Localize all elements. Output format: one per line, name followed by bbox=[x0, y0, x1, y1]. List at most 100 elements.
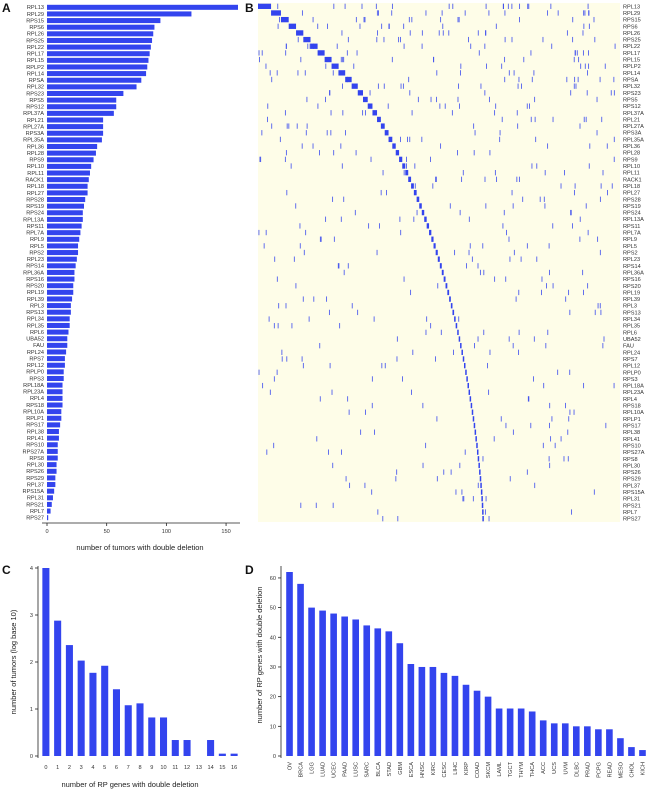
heatmap-cell bbox=[588, 63, 590, 69]
y-label-rps15a: RPS15A bbox=[23, 489, 45, 495]
y-label-rps19: RPS19 bbox=[26, 204, 44, 210]
x-tick-d-lihc: LIHC bbox=[453, 762, 459, 775]
row-label-rpl29: RPL29 bbox=[623, 11, 640, 17]
heatmap-cell bbox=[285, 150, 287, 156]
bar-rps12 bbox=[47, 104, 117, 110]
y-label-rpl26: RPL26 bbox=[27, 32, 44, 38]
heatmap-cell bbox=[305, 130, 307, 136]
heatmap-cell bbox=[382, 170, 384, 176]
heatmap-cell bbox=[543, 196, 545, 202]
x-tick-c-8: 8 bbox=[138, 765, 141, 771]
heatmap-cell bbox=[600, 183, 602, 189]
heatmap-block-rpl9 bbox=[431, 236, 434, 242]
bar-rps7 bbox=[47, 356, 65, 362]
y-label-rpl11: RPL11 bbox=[27, 171, 44, 177]
heatmap-cell bbox=[508, 70, 510, 76]
heatmap-cell bbox=[459, 103, 460, 109]
bar-rpl12 bbox=[47, 362, 65, 368]
heatmap-cell bbox=[574, 76, 576, 83]
heatmap-cell bbox=[588, 10, 590, 16]
heatmap-cell bbox=[535, 136, 537, 143]
bar-d-sarc bbox=[363, 625, 371, 756]
bar-rps3a bbox=[47, 130, 104, 136]
heatmap-cell bbox=[432, 183, 434, 189]
heatmap-block-rpl35a bbox=[388, 136, 393, 143]
row-label-rps7: RPS7 bbox=[623, 357, 638, 363]
heatmap-block-uba52 bbox=[458, 336, 461, 342]
x-tick-c-11: 11 bbox=[172, 765, 178, 771]
heatmap-cell bbox=[552, 116, 554, 123]
heatmap-cell bbox=[523, 56, 525, 63]
bar-rpl18a bbox=[47, 382, 63, 388]
row-label-rack1: RACK1 bbox=[623, 177, 642, 183]
heatmap-cell bbox=[267, 103, 269, 109]
heatmap-cell bbox=[473, 123, 475, 129]
heatmap-cell bbox=[319, 396, 321, 402]
x-tick-c-0: 0 bbox=[44, 765, 47, 771]
heatmap-cell bbox=[399, 216, 401, 222]
bar-d-thym bbox=[517, 708, 525, 756]
row-label-rpl34: RPL34 bbox=[623, 317, 640, 323]
y-label-rps26: RPS26 bbox=[26, 469, 44, 475]
heatmap-cell bbox=[459, 462, 461, 469]
x-tick-50: 50 bbox=[104, 529, 110, 535]
heatmap-cell bbox=[594, 309, 596, 316]
y-tick-d-50: 50 bbox=[270, 606, 276, 612]
heatmap-cell bbox=[477, 482, 479, 489]
bar-rps9 bbox=[47, 157, 94, 163]
heatmap-cell bbox=[371, 402, 373, 409]
heatmap-block-rps2 bbox=[435, 249, 438, 256]
heatmap-cell bbox=[376, 36, 378, 43]
heatmap-cell bbox=[482, 456, 484, 462]
heatmap-cell bbox=[507, 3, 509, 9]
bar-d-luad bbox=[319, 610, 326, 756]
heatmap-cell bbox=[408, 76, 410, 83]
heatmap-cell bbox=[284, 156, 286, 163]
heatmap-cell bbox=[502, 223, 504, 229]
y-label-rpl17: RPL17 bbox=[27, 52, 44, 58]
heatmap-cell bbox=[426, 316, 428, 322]
bar-c-2 bbox=[65, 645, 73, 756]
y-tick-d-30: 30 bbox=[270, 665, 276, 671]
bar-d-paad bbox=[341, 616, 348, 756]
x-tick-d-tgct: TGCT bbox=[508, 761, 514, 777]
heatmap-cell bbox=[519, 16, 520, 23]
heatmap-cell bbox=[565, 402, 566, 409]
row-label-rpl5: RPL5 bbox=[623, 244, 637, 250]
y-label-rpl35a: RPL35A bbox=[23, 138, 44, 144]
y-label-rps13: RPS13 bbox=[26, 310, 44, 316]
heatmap-cell bbox=[461, 176, 463, 182]
heatmap-block-rpl37a bbox=[372, 110, 378, 116]
bar-rack1 bbox=[47, 177, 89, 183]
heatmap-cell bbox=[315, 502, 317, 509]
heatmap-cell bbox=[518, 349, 520, 355]
heatmap-cell bbox=[529, 103, 530, 109]
heatmap-cell bbox=[569, 369, 571, 375]
heatmap-cell bbox=[333, 150, 335, 156]
y-label-rps15: RPS15 bbox=[26, 18, 44, 24]
bar-rps24 bbox=[47, 210, 83, 216]
heatmap-cell bbox=[277, 3, 279, 9]
heatmap-cell bbox=[284, 110, 286, 116]
heatmap-cell bbox=[548, 456, 550, 462]
row-label-rps3a: RPS3A bbox=[623, 131, 642, 137]
x-tick-d-lgg: LGG bbox=[310, 762, 316, 774]
heatmap-cell bbox=[295, 203, 297, 209]
heatmap-block-rps27a bbox=[476, 449, 479, 455]
bar-rpl10 bbox=[47, 163, 92, 169]
heatmap-cell bbox=[613, 136, 615, 143]
heatmap-cell bbox=[259, 56, 260, 63]
bar-rplp2 bbox=[47, 64, 148, 70]
heatmap-cell bbox=[486, 63, 487, 69]
bar-d-kich bbox=[639, 750, 646, 756]
heatmap-cell bbox=[436, 416, 438, 422]
heatmap-cell bbox=[271, 123, 273, 129]
heatmap-cell bbox=[422, 402, 424, 409]
bar-d-dlbc bbox=[572, 726, 580, 756]
y-label-rps25: RPS25 bbox=[26, 38, 44, 44]
heatmap-cell bbox=[359, 23, 361, 29]
heatmap-cell bbox=[398, 36, 400, 43]
heatmap-cell bbox=[261, 130, 263, 136]
row-label-rps11: RPS11 bbox=[623, 224, 640, 230]
heatmap-cell bbox=[494, 170, 496, 176]
